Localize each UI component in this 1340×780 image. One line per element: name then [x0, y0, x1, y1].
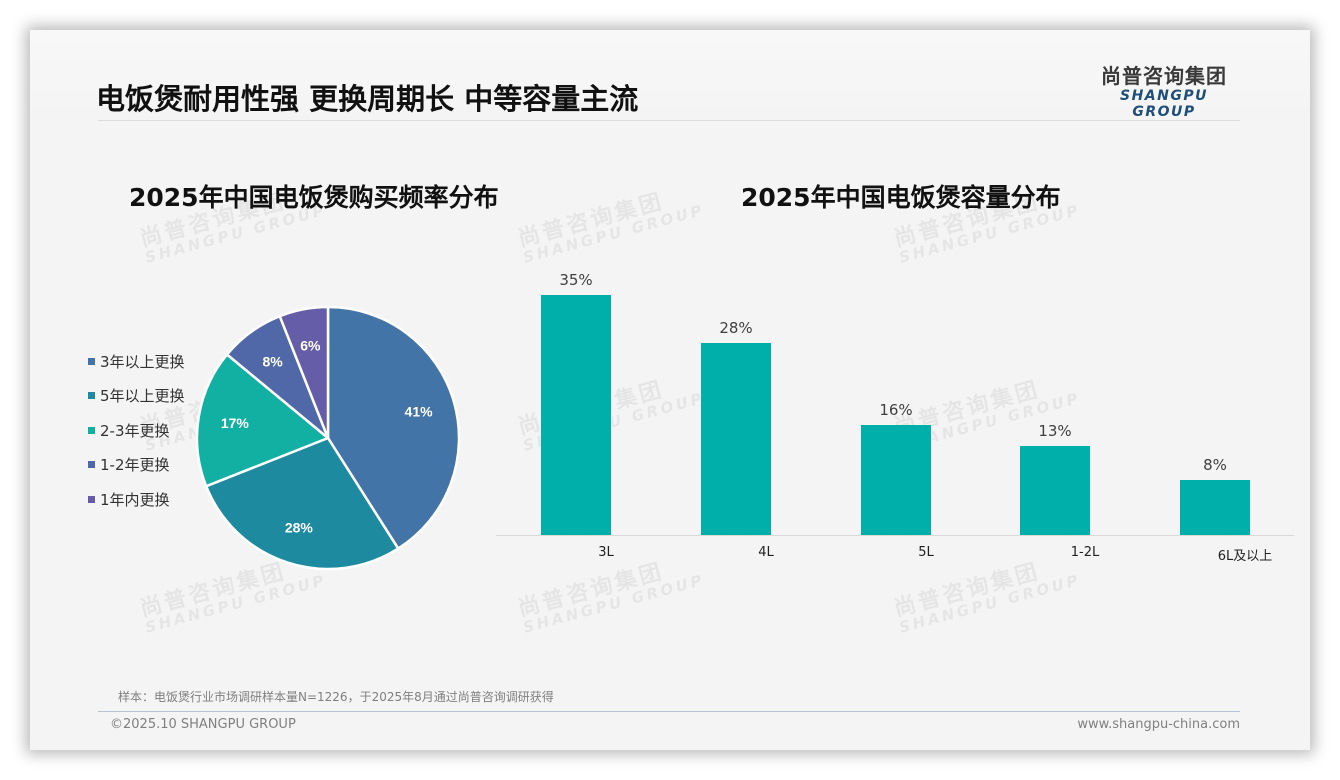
- bar: [701, 343, 771, 535]
- x-tick-label: 4L: [758, 545, 774, 560]
- pie-slice-label: 8%: [262, 354, 283, 370]
- x-axis-line: [496, 535, 1294, 536]
- bar: [541, 295, 611, 535]
- pie-slice: [195, 353, 330, 488]
- legend-item: 1-2年更换: [88, 448, 185, 483]
- legend-swatch-icon: [88, 357, 95, 365]
- bar-value-label: 28%: [719, 319, 753, 337]
- bar-value-label: 35%: [559, 271, 593, 289]
- pie-slice: [204, 436, 400, 571]
- pie-slice: [278, 305, 330, 440]
- x-tick-label: 6L及以上: [1217, 549, 1273, 564]
- bar-chart: 35% 3L 28% 4L 16% 5L 13% 1-2L 8% 6L及以上: [496, 270, 1296, 580]
- x-tick-label: 5L: [918, 545, 934, 560]
- pie-chart-title: 2025年中国电饭煲购买频率分布: [129, 183, 499, 212]
- legend-swatch-icon: [88, 392, 95, 400]
- bar-value-label: 13%: [1038, 421, 1072, 440]
- bar: [861, 425, 931, 535]
- legend-swatch-icon: [88, 495, 95, 503]
- legend-item: 5年以上更换: [88, 379, 185, 414]
- pie-slice-label: 28%: [285, 520, 314, 536]
- bar-chart-title: 2025年中国电饭煲容量分布: [741, 183, 1061, 212]
- sample-footnote: 样本：电饭煲行业市场调研样本量N=1226，于2025年8月通过尚普咨询调研获得: [118, 690, 554, 704]
- title-divider: [98, 120, 1240, 121]
- pie-slice-label: 41%: [405, 404, 434, 420]
- pie-legend: 3年以上更换 5年以上更换 2-3年更换 1-2年更换 1年内更换: [88, 344, 185, 517]
- company-logo: 尚普咨询集团 SHANGPU GROUP: [1088, 64, 1240, 120]
- bar: [1020, 445, 1090, 535]
- legend-item: 3年以上更换: [88, 344, 185, 379]
- copyright-text: ©2025.10 SHANGPU GROUP: [110, 717, 296, 732]
- bar: [1180, 480, 1250, 535]
- legend-swatch-icon: [88, 461, 95, 469]
- website-link[interactable]: www.shangpu-china.com: [1077, 717, 1240, 732]
- pie-slice-label: 6%: [300, 337, 321, 353]
- bar-value-label: 16%: [879, 401, 913, 420]
- pie-slice-label: 17%: [221, 415, 250, 431]
- footer-divider: [98, 711, 1240, 712]
- bar-value-label: 8%: [1203, 456, 1227, 475]
- logo-en-text: SHANGPU GROUP: [1120, 88, 1208, 120]
- logo-cn-text: 尚普咨询集团: [1101, 64, 1227, 88]
- header-band: [30, 30, 1310, 120]
- x-tick-label: 1-2L: [1070, 545, 1100, 560]
- legend-swatch-icon: [88, 426, 95, 434]
- slide: 尚普咨询集团 SHANGPU GROUP 尚普咨询集团 SHANGPU GROUP …: [30, 30, 1310, 750]
- legend-item: 2-3年更换: [88, 413, 185, 448]
- page-title: 电饭煲耐用性强 更换周期长 中等容量主流: [96, 82, 639, 116]
- pie-chart: 41% 28% 17% 8% 6%: [195, 305, 461, 571]
- legend-item: 1年内更换: [88, 482, 185, 517]
- x-tick-label: 3L: [598, 545, 614, 560]
